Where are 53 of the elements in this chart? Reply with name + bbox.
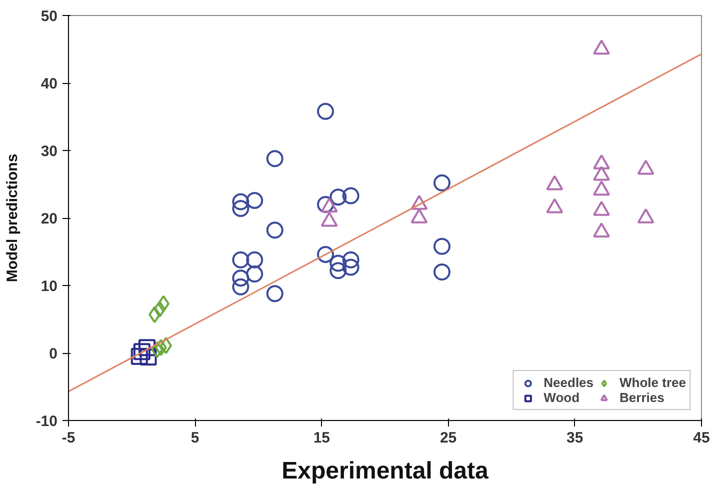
point [157,295,170,312]
y-tick-label: 30 [40,143,58,160]
x-tick-label: 45 [693,430,710,446]
point [232,193,250,210]
point [148,306,161,324]
point [154,339,167,356]
x-tick-label: 25 [440,430,457,446]
point [266,285,284,302]
point [433,264,450,280]
point [133,343,150,360]
point [317,102,334,120]
point [160,337,172,354]
point [342,187,360,204]
point [433,238,450,255]
legend-label: Wood [544,390,580,405]
point [246,192,264,209]
point [330,188,347,206]
point [317,196,334,213]
legend-label: Berries [620,390,664,405]
point [138,339,156,356]
point [140,348,157,366]
x-tick-label: 15 [313,430,330,446]
y-tick-label: 50 [40,8,58,25]
point [342,251,360,268]
point [317,246,334,263]
point [266,150,284,168]
legend-label: Whole tree [620,375,686,390]
y-tick-label: 20 [40,210,58,228]
point [232,278,250,296]
point [246,251,264,268]
point [330,262,347,280]
y-tick-label: 0 [49,346,58,362]
point [342,258,360,276]
point [130,348,148,365]
point [151,341,164,358]
y-axis-title: Model predictions [4,154,21,282]
x-tick-label: 35 [566,430,584,446]
point [232,200,250,218]
legend-label: Needles [544,375,594,390]
x-tick-label: 5 [190,430,200,446]
point [433,174,450,192]
point [154,300,166,318]
y-tick-label: 40 [40,76,58,92]
point [232,270,250,287]
point [592,40,610,55]
y-tick-label: -10 [36,413,58,430]
x-axis-title: Experimental data [282,458,490,484]
y-tick-label: 10 [40,278,58,295]
point [330,254,347,272]
point [246,266,264,283]
point [232,251,250,268]
point [266,222,284,239]
x-tick-label: -5 [62,430,76,446]
